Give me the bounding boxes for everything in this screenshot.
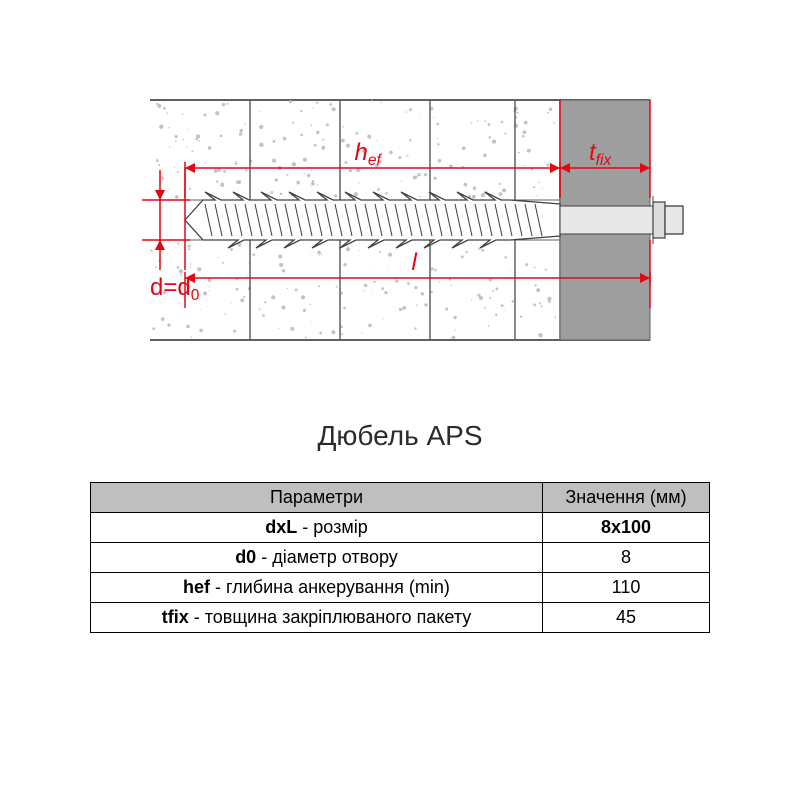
- anchor-diagram: heftfixld=d0: [90, 60, 710, 370]
- svg-text:l: l: [412, 249, 418, 276]
- product-title: Дюбель APS: [317, 420, 482, 452]
- col-value: Значення (мм): [543, 483, 710, 513]
- param-cell: d0 - діаметр отвору: [91, 543, 543, 573]
- svg-text:hef: hef: [355, 139, 383, 169]
- value-cell: 8x100: [543, 513, 710, 543]
- value-cell: 110: [543, 573, 710, 603]
- table-row: dxL - розмір8x100: [91, 513, 710, 543]
- value-cell: 45: [543, 603, 710, 633]
- col-param: Параметри: [91, 483, 543, 513]
- table-row: d0 - діаметр отвору8: [91, 543, 710, 573]
- spec-table: Параметри Значення (мм) dxL - розмір8x10…: [90, 482, 710, 633]
- table-row: tfix - товщина закріплюваного пакету45: [91, 603, 710, 633]
- param-cell: dxL - розмір: [91, 513, 543, 543]
- param-cell: hef - глибина анкерування (min): [91, 573, 543, 603]
- table-row: hef - глибина анкерування (min)110: [91, 573, 710, 603]
- param-cell: tfix - товщина закріплюваного пакету: [91, 603, 543, 633]
- value-cell: 8: [543, 543, 710, 573]
